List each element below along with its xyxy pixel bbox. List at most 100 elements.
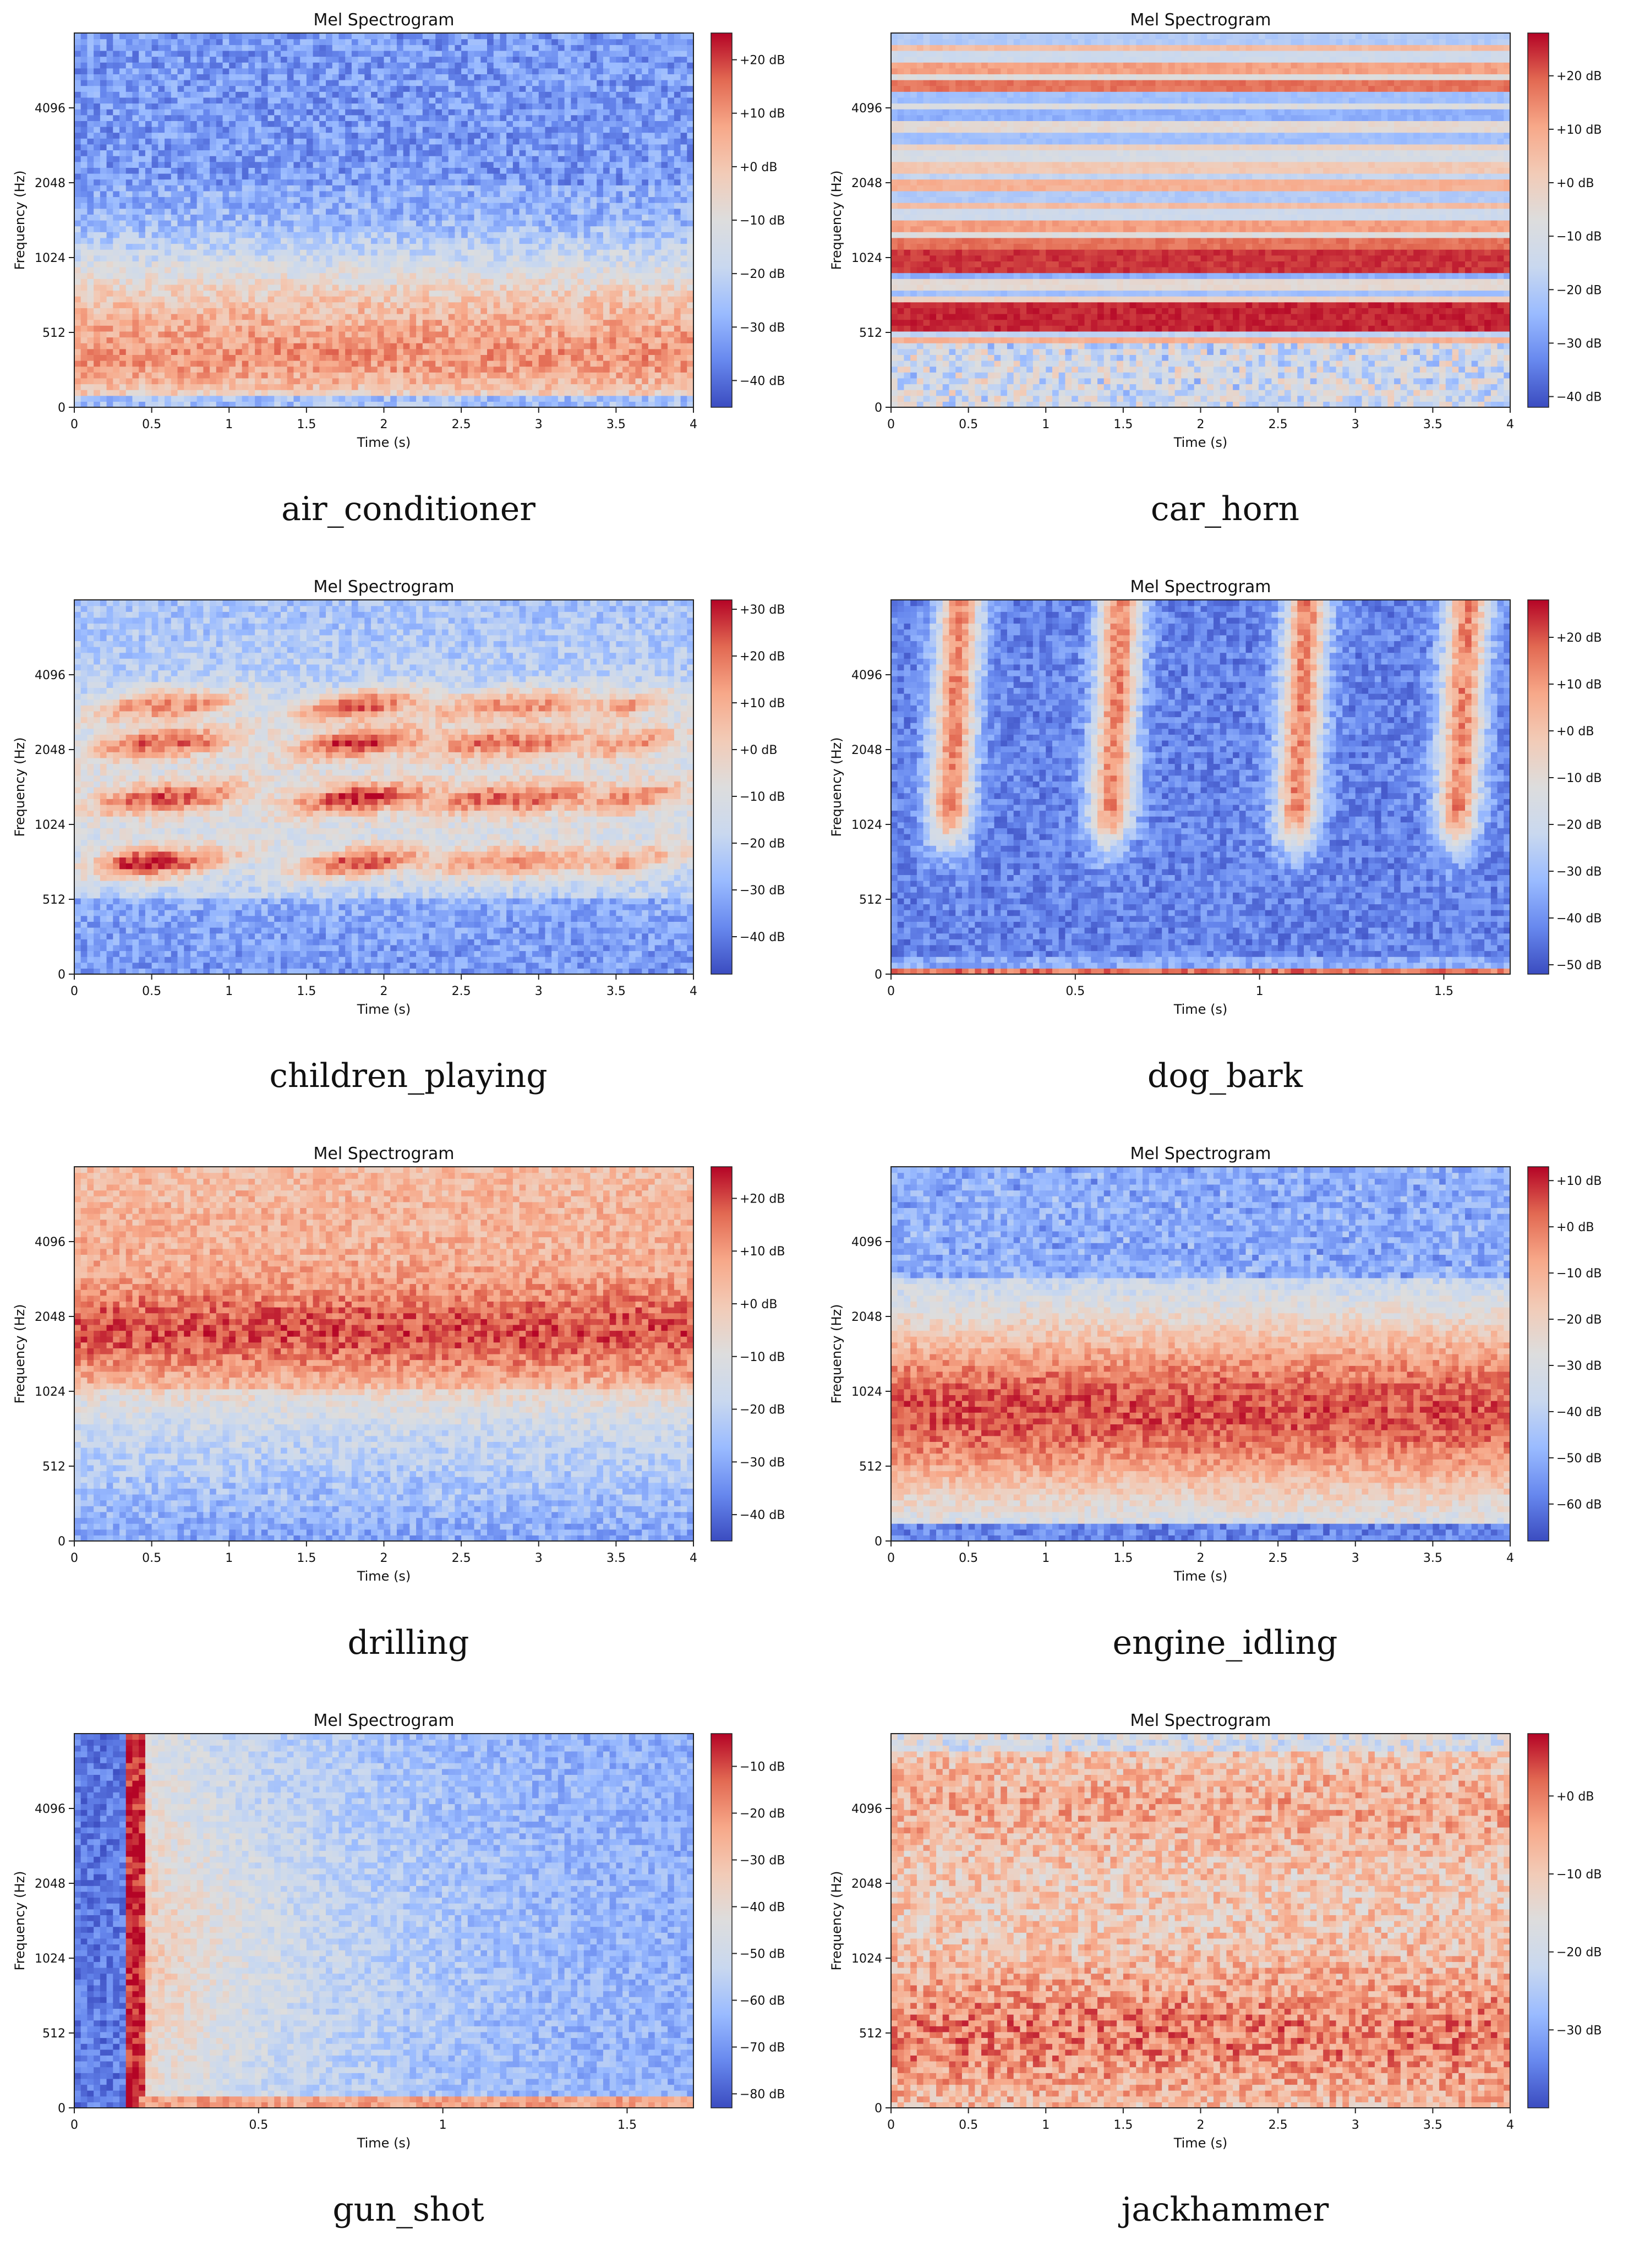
colorbar xyxy=(1527,1166,1549,1542)
y-tick-label: 1024 xyxy=(35,818,65,832)
spectrogram-chart: Mel Spectrogram 0 0.5 1 1.5 Time (s) 0 512 1024 2… xyxy=(12,1711,785,2151)
x-tick-label: 0.5 xyxy=(142,418,161,431)
x-tick-label: 2.5 xyxy=(452,1551,471,1565)
x-tick-label: 3 xyxy=(535,1551,543,1565)
spectrogram-panel-air-conditioner: Mel Spectrogram 0 0.5 1 1.5 2 2.5 3 3.5 4 Time (s)… xyxy=(0,0,817,567)
colorbar-tick-label: −30 dB xyxy=(740,1854,785,1868)
heatmap-cells xyxy=(74,1734,694,2108)
chart-caption: engine_idling xyxy=(817,1624,1633,1662)
x-tick-label: 1 xyxy=(439,2118,447,2132)
x-axis-label: Time (s) xyxy=(1173,2135,1228,2151)
colorbar-tick-label: +30 dB xyxy=(740,603,785,617)
x-tick-label: 1 xyxy=(1256,985,1264,998)
colorbar-tick-label: −10 dB xyxy=(740,1761,785,1774)
x-tick-label: 0 xyxy=(887,418,895,431)
x-tick-label: 1 xyxy=(225,985,233,998)
x-tick-label: 2.5 xyxy=(1269,1551,1288,1565)
y-axis-label: Frequency (Hz) xyxy=(829,1304,844,1404)
x-tick-label: 2.5 xyxy=(452,418,471,431)
x-tick-label: 3 xyxy=(535,985,543,998)
y-tick-label: 4096 xyxy=(851,1802,882,1816)
y-tick-label: 0 xyxy=(58,2102,65,2116)
x-tick-label: 4 xyxy=(1506,418,1514,431)
y-tick-label: 2048 xyxy=(851,744,882,757)
x-tick-label: 3.5 xyxy=(1423,418,1442,431)
spectrogram-chart: Mel Spectrogram 0 0.5 1 1.5 2 2.5 3 3.5 4 Time (s)… xyxy=(12,10,785,450)
heatmap-cells xyxy=(891,1167,1511,1542)
colorbar-tick-label: −10 dB xyxy=(740,214,785,228)
axes-frame xyxy=(890,599,1511,975)
spectrogram-panel-car-horn: Mel Spectrogram 0 0.5 1 1.5 2 2.5 3 3.5 4 Time (s)… xyxy=(817,0,1633,567)
colorbar-tick-label: +0 dB xyxy=(1556,1221,1594,1234)
heatmap-cells xyxy=(74,600,694,975)
colorbar-tick-label: −50 dB xyxy=(1556,959,1602,972)
chart-caption: dog_bark xyxy=(817,1057,1633,1095)
y-tick-label: 4096 xyxy=(35,102,65,116)
chart-title: Mel Spectrogram xyxy=(1130,577,1271,597)
y-tick-label: 512 xyxy=(42,326,65,340)
colorbar-tick-label: +10 dB xyxy=(1556,1174,1602,1188)
colorbar-tick-label: −70 dB xyxy=(740,2041,785,2055)
x-tick-label: 1 xyxy=(1042,1551,1050,1565)
x-tick-label: 0 xyxy=(70,985,78,998)
colorbar-tick-label: −30 dB xyxy=(1556,2024,1602,2037)
x-tick-label: 1 xyxy=(1042,418,1050,431)
x-tick-label: 0.5 xyxy=(142,985,161,998)
y-tick-label: 2048 xyxy=(851,1877,882,1891)
colorbar-tick-label: −50 dB xyxy=(740,1948,785,1961)
x-tick-label: 3.5 xyxy=(606,418,626,431)
y-axis-label: Frequency (Hz) xyxy=(12,1304,28,1404)
x-tick-label: 2 xyxy=(380,418,388,431)
y-tick-label: 0 xyxy=(58,401,65,415)
spectrogram-panel-gun-shot: Mel Spectrogram 0 0.5 1 1.5 Time (s) 0 512 1024 2… xyxy=(0,1701,817,2267)
x-tick-label: 3.5 xyxy=(606,985,626,998)
x-axis-label: Time (s) xyxy=(357,2135,411,2151)
x-tick-label: 1.5 xyxy=(1113,418,1133,431)
spectrogram-chart: Mel Spectrogram 0 0.5 1 1.5 2 2.5 3 3.5 4 Time (s)… xyxy=(12,1144,785,1584)
colorbar-tick-label: −30 dB xyxy=(1556,337,1602,351)
chart-caption: air_conditioner xyxy=(0,490,817,528)
x-tick-label: 2.5 xyxy=(1269,2118,1288,2132)
chart-caption: jackhammer xyxy=(817,2190,1633,2229)
y-tick-label: 1024 xyxy=(851,818,882,832)
y-tick-label: 1024 xyxy=(851,1385,882,1399)
spectrogram-chart: Mel Spectrogram 0 0.5 1 1.5 2 2.5 3 3.5 4 Time (s)… xyxy=(829,1144,1602,1584)
y-tick-label: 0 xyxy=(875,1535,882,1549)
colorbar-tick-label: +0 dB xyxy=(740,744,777,757)
y-axis-label: Frequency (Hz) xyxy=(829,737,844,837)
x-tick-label: 0 xyxy=(887,985,895,998)
colorbar-tick-label: +0 dB xyxy=(1556,177,1594,190)
colorbar-tick-label: +10 dB xyxy=(1556,678,1602,692)
heatmap-cells xyxy=(891,1734,1511,2108)
colorbar-tick-label: −30 dB xyxy=(740,321,785,335)
x-tick-label: 0.5 xyxy=(959,418,978,431)
y-axis-label: Frequency (Hz) xyxy=(829,171,844,270)
chart-caption: children_playing xyxy=(0,1057,817,1095)
y-tick-label: 4096 xyxy=(35,1236,65,1249)
colorbar-tick-label: −20 dB xyxy=(1556,1313,1602,1327)
colorbar-tick-label: −20 dB xyxy=(1556,818,1602,832)
chart-title: Mel Spectrogram xyxy=(313,577,454,597)
colorbar xyxy=(711,1733,733,2108)
spectrogram-panel-engine-idling: Mel Spectrogram 0 0.5 1 1.5 2 2.5 3 3.5 4 Time (s)… xyxy=(817,1134,1633,1701)
x-axis-label: Time (s) xyxy=(357,1569,411,1584)
chart-caption: drilling xyxy=(0,1624,817,1662)
y-tick-label: 0 xyxy=(58,968,65,982)
x-tick-label: 4 xyxy=(690,418,697,431)
y-tick-label: 1024 xyxy=(851,1952,882,1966)
colorbar-tick-label: −10 dB xyxy=(1556,230,1602,244)
chart-title: Mel Spectrogram xyxy=(313,1144,454,1163)
colorbar-tick-label: −40 dB xyxy=(740,931,785,944)
y-tick-label: 512 xyxy=(859,1460,882,1474)
colorbar xyxy=(1527,599,1549,975)
y-tick-label: 2048 xyxy=(35,1877,65,1891)
colorbar-tick-label: +10 dB xyxy=(1556,123,1602,137)
chart-caption: gun_shot xyxy=(0,2190,817,2229)
colorbar-tick-label: +20 dB xyxy=(1556,631,1602,645)
colorbar xyxy=(711,599,733,975)
x-tick-label: 2 xyxy=(380,985,388,998)
chart-title: Mel Spectrogram xyxy=(1130,10,1271,30)
colorbar-tick-label: −40 dB xyxy=(740,374,785,388)
y-tick-label: 0 xyxy=(875,968,882,982)
x-tick-label: 1.5 xyxy=(1113,1551,1133,1565)
